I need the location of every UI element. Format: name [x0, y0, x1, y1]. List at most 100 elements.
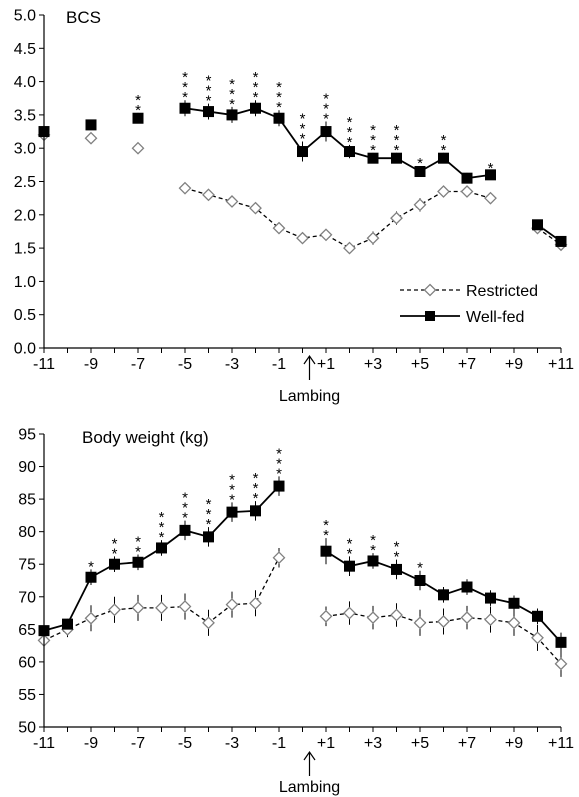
bw-significance-star: * — [182, 500, 188, 517]
bw-significance-star: * — [206, 496, 212, 513]
bcs-significance-label: * — [488, 160, 494, 177]
bcs-restricted-point — [202, 188, 215, 202]
bcs-restricted-point — [460, 185, 474, 198]
bw-well-fed-point — [226, 506, 238, 518]
bcs-significance-star: * — [441, 142, 447, 159]
bw-significance-star: * — [323, 517, 329, 534]
bw-significance-label: ** — [112, 535, 118, 562]
bcs-x-tick-label: +5 — [411, 356, 429, 373]
bw-significance-star: * — [159, 519, 165, 536]
bcs-restricted-point — [84, 131, 98, 145]
bw-well-fed-point — [391, 563, 402, 575]
bcs-restricted-point — [272, 221, 286, 235]
bw-well-fed-point — [485, 592, 496, 604]
bcs-restricted-point — [296, 231, 309, 245]
bcs-x-tick-label: -5 — [178, 356, 192, 373]
bcs-restricted-point — [366, 231, 380, 245]
bw-restricted-point — [249, 596, 262, 610]
bw-significance-star: * — [370, 542, 376, 559]
bw-x-tick-label: -1 — [272, 735, 286, 752]
bcs-significance-star: * — [488, 160, 494, 177]
bcs-significance-label: *** — [276, 79, 282, 116]
bw-significance-star: * — [347, 535, 353, 552]
bw-significance-star: * — [253, 490, 259, 507]
bw-significance-star: * — [206, 506, 212, 523]
bw-significance-star: * — [135, 543, 141, 560]
bcs-significance-star: * — [253, 89, 259, 106]
bw-well-fed-point — [438, 589, 449, 601]
bw-significance-label: *** — [206, 496, 212, 533]
bw-significance-star: * — [370, 532, 376, 549]
bw-series-lines — [43, 485, 562, 665]
bcs-significance-star: * — [300, 121, 306, 138]
bcs-y-tick-label: 0.0 — [14, 341, 36, 358]
bw-restricted-point — [319, 609, 333, 623]
bcs-significance-star: * — [253, 69, 259, 86]
bcs-significance-star: * — [417, 155, 423, 172]
bw-well-fed-point — [156, 542, 167, 554]
bcs-well-fed-point — [414, 166, 426, 178]
bw-x-tick-label: +11 — [548, 735, 574, 752]
bcs-legend: Restricted Well-fed — [400, 283, 538, 326]
bw-y-tick-label: 50 — [18, 720, 36, 737]
bw-significance-labels: *** ** *** ****** ****** ******* ***** — [88, 445, 423, 576]
bcs-restricted-point — [437, 185, 450, 198]
bw-restricted-point — [390, 608, 403, 622]
bcs-y-tick-label: 3.5 — [14, 107, 36, 124]
legend-restricted-label: Restricted — [466, 283, 538, 300]
bw-well-fed-point — [273, 480, 285, 492]
bcs-significance-star: * — [229, 96, 235, 113]
bw-significance-label: ** — [135, 533, 141, 560]
bcs-significance-star: * — [276, 89, 282, 106]
bw-significance-star: * — [394, 539, 400, 556]
bcs-restricted-point — [225, 195, 239, 208]
bw-restricted-point — [108, 603, 121, 617]
bw-axes — [39, 433, 562, 732]
bw-significance-star: * — [112, 535, 118, 552]
bcs-significance-label: *** — [370, 122, 376, 159]
bcs-y-tick-label: 0.5 — [14, 307, 36, 324]
bcs-y-tick-label: 5.0 — [14, 8, 36, 25]
bcs-well-fed-point — [297, 146, 308, 158]
bcs-x-tick-label: +11 — [548, 356, 574, 373]
bw-significance-star: * — [135, 533, 141, 550]
bcs-panel-title: BCS — [66, 8, 101, 27]
bcs-y-tick-label: 2.0 — [14, 207, 36, 224]
bw-y-tick-label: 95 — [18, 427, 36, 444]
bw-significance-star: * — [276, 445, 282, 462]
bw-restricted-point — [178, 600, 192, 613]
bw-significance-label: *** — [159, 509, 165, 546]
bw-y-tick-label: 70 — [18, 589, 36, 606]
bcs-well-fed-point — [132, 112, 144, 124]
bw-restricted-point — [202, 616, 215, 630]
legend-well-fed-label: Well-fed — [466, 309, 524, 326]
bw-significance-star: * — [206, 516, 212, 533]
bw-well-fed-point — [179, 524, 191, 536]
bw-y-tick-label: 90 — [18, 459, 36, 476]
bcs-well-fed-point — [344, 146, 355, 158]
bcs-significance-star: * — [182, 79, 188, 96]
bw-significance-label: * — [417, 560, 423, 577]
bw-well-fed-point — [461, 581, 473, 593]
bw-significance-star: * — [229, 481, 235, 498]
bw-well-fed-point — [414, 575, 426, 586]
bcs-significance-star: * — [253, 79, 259, 96]
bw-well-fed-point — [344, 560, 355, 572]
bw-well-fed-point — [555, 636, 567, 648]
bcs-significance-star: * — [347, 124, 353, 141]
bcs-well-fed-point — [461, 172, 473, 184]
bw-significance-label: *** — [182, 490, 188, 527]
bw-restricted-point — [484, 613, 497, 626]
bcs-significance-star: * — [206, 93, 212, 110]
bcs-significance-label: ** — [135, 92, 141, 119]
bcs-significance-labels: ** ****************** **************** — [135, 69, 494, 177]
bcs-significance-star: * — [347, 134, 353, 151]
bcs-significance-star: * — [182, 89, 188, 106]
bcs-well-fed-point — [85, 119, 97, 131]
bcs-well-fed-point — [532, 219, 543, 231]
bw-x-tick-label: -5 — [178, 735, 192, 752]
bw-significance-star: * — [182, 510, 188, 527]
bw-significance-label: *** — [229, 471, 235, 508]
bcs-significance-star: * — [276, 79, 282, 96]
